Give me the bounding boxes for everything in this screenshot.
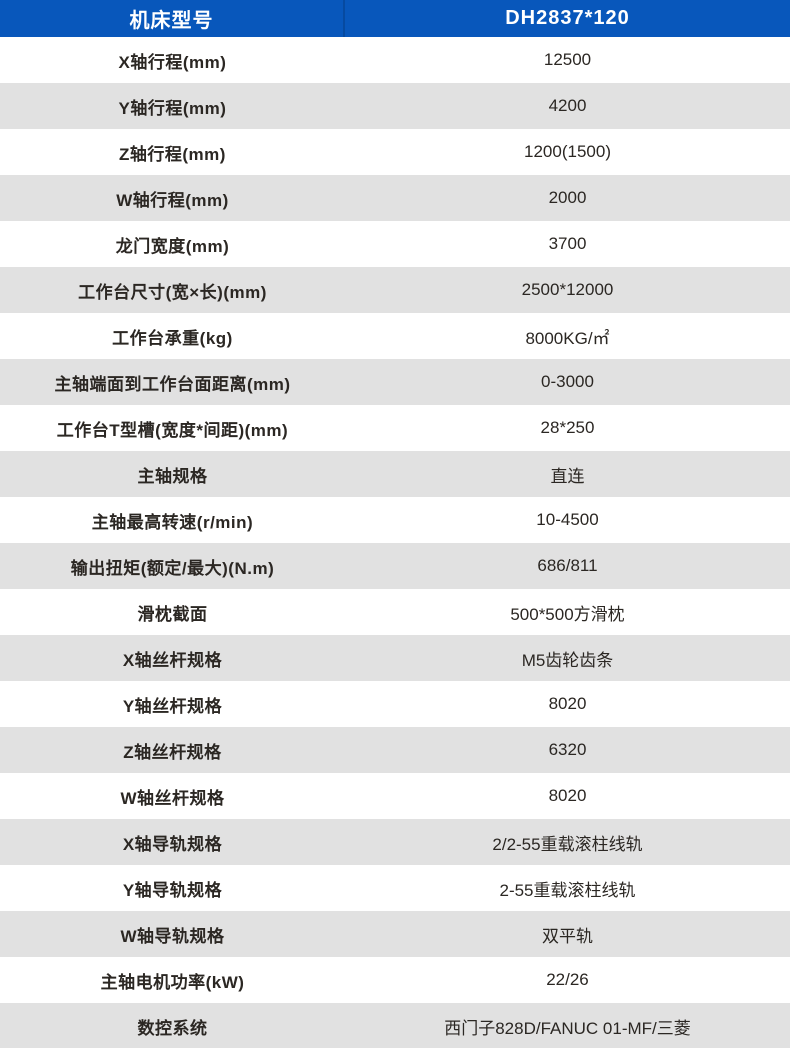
spec-label: W轴导轨规格 [120, 926, 225, 946]
spec-value: 4200 [548, 96, 587, 115]
spec-value: 500*500方滑枕 [510, 604, 625, 624]
spec-value: 0-3000 [541, 372, 594, 391]
spec-value: 3700 [548, 234, 587, 253]
table-row: W轴导轨规格 双平轨 [0, 911, 790, 957]
spec-label: Y轴丝杆规格 [122, 696, 223, 716]
table-row: X轴导轨规格 2/2-55重载滚柱线轨 [0, 819, 790, 865]
spec-label: 主轴规格 [137, 466, 208, 486]
spec-label: 主轴最高转速(r/min) [91, 512, 254, 532]
table-row: 主轴电机功率(kW) 22/26 [0, 957, 790, 1003]
spec-label: X轴丝杆规格 [122, 650, 223, 670]
spec-value: 2/2-55重载滚柱线轨 [492, 834, 643, 854]
spec-label: W轴丝杆规格 [120, 788, 225, 808]
table-header-row: 机床型号 DH2837*120 [0, 0, 790, 37]
spec-value: 6320 [548, 740, 587, 759]
spec-value: 686/811 [537, 556, 598, 575]
spec-value: 12500 [543, 50, 592, 69]
spec-label: Z轴行程(mm) [119, 144, 226, 164]
spec-label: 工作台尺寸(宽×长)(mm) [78, 282, 267, 302]
table-row: 主轴规格 直连 [0, 451, 790, 497]
spec-label: 龙门宽度(mm) [115, 236, 230, 256]
table-row: 滑枕截面 500*500方滑枕 [0, 589, 790, 635]
spec-label: Z轴丝杆规格 [123, 742, 222, 762]
spec-value: M5齿轮齿条 [521, 650, 614, 670]
table-row: 主轴最高转速(r/min) 10-4500 [0, 497, 790, 543]
spec-label: 工作台T型槽(宽度*间距)(mm) [56, 420, 289, 440]
spec-label: X轴导轨规格 [122, 834, 223, 854]
spec-value: 2500*12000 [521, 280, 614, 299]
table-row: W轴行程(mm) 2000 [0, 175, 790, 221]
spec-value: 双平轨 [542, 926, 593, 946]
table-row: Y轴丝杆规格 8020 [0, 681, 790, 727]
spec-label: 数控系统 [137, 1018, 208, 1038]
spec-value: 直连 [550, 466, 585, 486]
spec-label: W轴行程(mm) [116, 190, 229, 210]
table-row: 工作台承重(kg) 8000KG/㎡ [0, 313, 790, 359]
spec-value: 8000KG/㎡ [525, 328, 610, 348]
spec-value: 1200(1500) [524, 142, 611, 161]
spec-label: 主轴端面到工作台面距离(mm) [54, 374, 291, 394]
header-model-value: DH2837*120 [505, 7, 630, 29]
table-row: Y轴导轨规格 2-55重载滚柱线轨 [0, 865, 790, 911]
table-row: 输出扭矩(额定/最大)(N.m) 686/811 [0, 543, 790, 589]
spec-label: Y轴导轨规格 [122, 880, 223, 900]
table-row: X轴行程(mm) 12500 [0, 37, 790, 83]
spec-value: 8020 [548, 786, 587, 805]
spec-value: 2000 [548, 188, 587, 207]
table-row: Y轴行程(mm) 4200 [0, 83, 790, 129]
spec-value: 8020 [548, 694, 587, 713]
table-row: Z轴丝杆规格 6320 [0, 727, 790, 773]
spec-label: 滑枕截面 [137, 604, 208, 624]
spec-value: 10-4500 [536, 510, 599, 529]
table-row: 数控系统 西门子828D/FANUC 01-MF/三菱 [0, 1003, 790, 1048]
table-row: 主轴端面到工作台面距离(mm) 0-3000 [0, 359, 790, 405]
spec-label: Y轴行程(mm) [118, 98, 227, 118]
spec-label: 主轴电机功率(kW) [100, 972, 245, 992]
table-row: 龙门宽度(mm) 3700 [0, 221, 790, 267]
table-row: 工作台T型槽(宽度*间距)(mm) 28*250 [0, 405, 790, 451]
spec-label: 输出扭矩(额定/最大)(N.m) [70, 558, 275, 578]
table-row: X轴丝杆规格 M5齿轮齿条 [0, 635, 790, 681]
header-model-label: 机床型号 [0, 0, 345, 37]
spec-value: 28*250 [540, 418, 595, 437]
spec-value: 22/26 [546, 970, 589, 989]
spec-label: 工作台承重(kg) [112, 328, 233, 348]
table-body: X轴行程(mm) 12500 Y轴行程(mm) 4200 Z轴行程(mm) 12… [0, 37, 790, 1048]
spec-value: 2-55重载滚柱线轨 [499, 880, 636, 900]
spec-value: 西门子828D/FANUC 01-MF/三菱 [444, 1018, 691, 1038]
table-row: Z轴行程(mm) 1200(1500) [0, 129, 790, 175]
spec-label: X轴行程(mm) [118, 52, 227, 72]
table-row: 工作台尺寸(宽×长)(mm) 2500*12000 [0, 267, 790, 313]
table-row: W轴丝杆规格 8020 [0, 773, 790, 819]
